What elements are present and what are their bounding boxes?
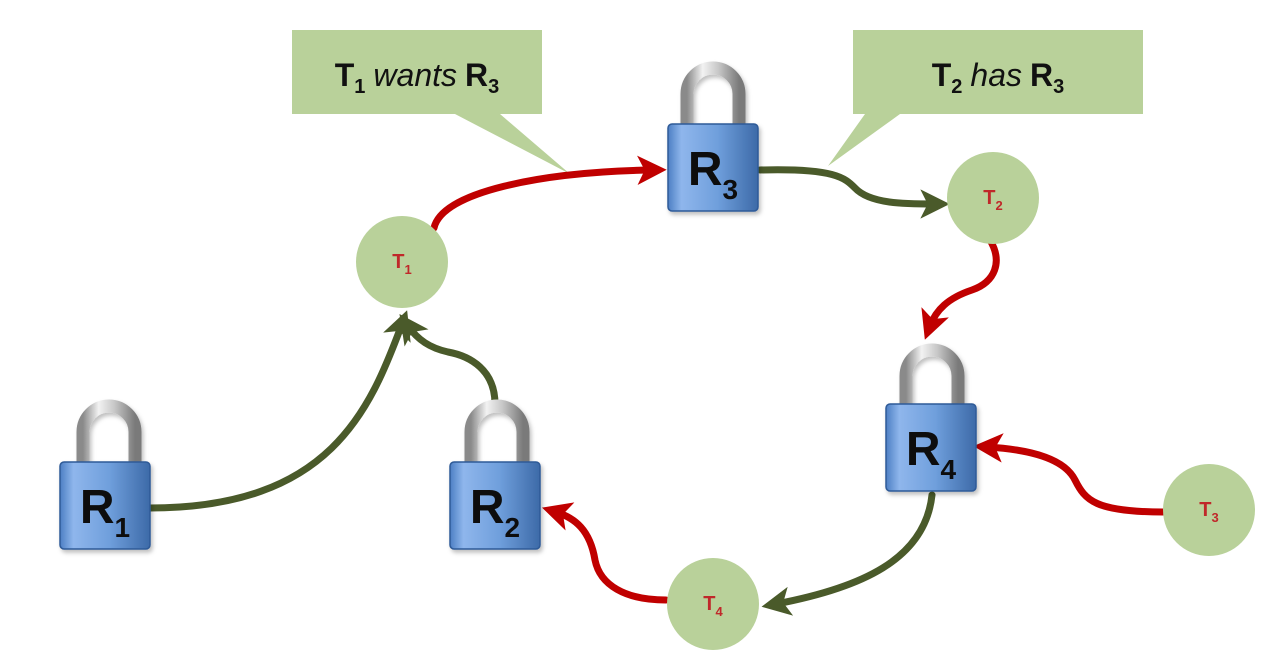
edge-r2-to-t1 xyxy=(399,314,499,408)
lock-r3: R3 xyxy=(667,61,759,212)
thread-t2: T2 xyxy=(947,152,1039,244)
lock-body xyxy=(885,403,977,492)
thread-label: T4 xyxy=(703,593,723,619)
lock-label: R3 xyxy=(688,143,738,205)
lock-label: R2 xyxy=(470,481,520,543)
thread-t1: T1 xyxy=(356,216,448,308)
thread-t3: T3 xyxy=(1163,464,1255,556)
thread-node xyxy=(356,216,448,308)
lock-r2: R2 xyxy=(449,399,541,550)
thread-node xyxy=(1163,464,1255,556)
callout-shape xyxy=(292,30,570,174)
shackle xyxy=(464,399,530,465)
shackle xyxy=(76,399,142,465)
edge-t3-to-r4 xyxy=(973,433,1167,516)
thread-label: T3 xyxy=(1199,499,1218,525)
lock-label: R4 xyxy=(906,423,957,485)
callout-label: T2 has R3 xyxy=(932,57,1065,98)
callout-t1-wants-r3: T1 wants R3 xyxy=(292,30,570,174)
callout-t2-has-r3: T2 has R3 xyxy=(828,30,1143,166)
edge-t4-to-r2 xyxy=(541,502,670,604)
thread-t4: T4 xyxy=(667,558,759,650)
shackle xyxy=(899,343,965,408)
lock-body xyxy=(449,461,541,550)
edge-r1-to-t1 xyxy=(146,310,411,512)
callout-shape xyxy=(828,30,1143,166)
lock-body xyxy=(59,461,151,550)
edge-t2-to-r4 xyxy=(921,236,1000,340)
thread-node xyxy=(947,152,1039,244)
edge-r4-to-t4 xyxy=(761,491,936,616)
lock-body xyxy=(667,123,759,212)
lock-label: R1 xyxy=(80,481,130,543)
thread-node xyxy=(667,558,759,650)
lock-r4: R4 xyxy=(885,343,977,492)
thread-label: T2 xyxy=(983,187,1002,213)
lock-r1: R1 xyxy=(59,399,151,550)
callout-label: T1 wants R3 xyxy=(335,57,500,98)
edge-r3-to-t2 xyxy=(756,166,950,219)
shackle xyxy=(680,61,746,126)
edge-t1-to-r3 xyxy=(430,155,667,232)
thread-label: T1 xyxy=(392,251,411,277)
